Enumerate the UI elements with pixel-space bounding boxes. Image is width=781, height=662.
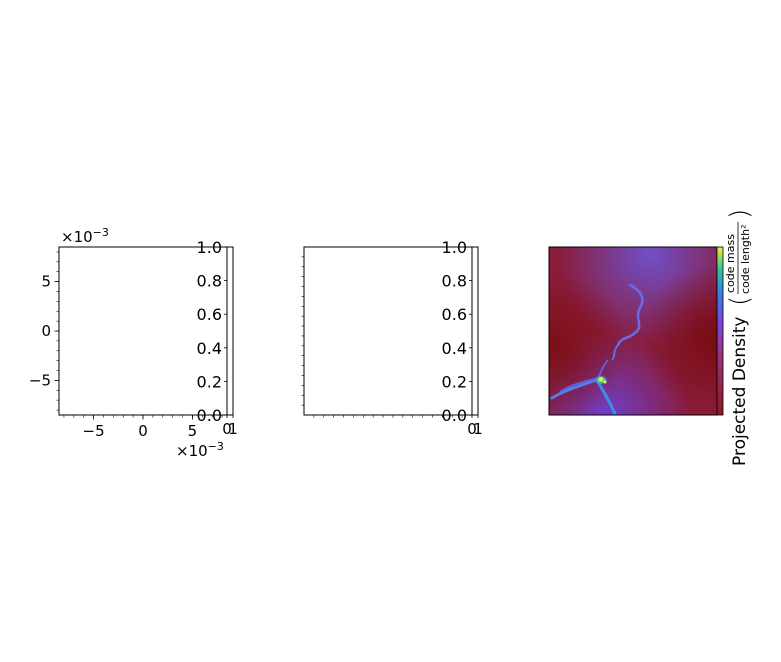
colorbar-tick-label: 0.6	[197, 305, 222, 324]
y-tick-label: 5	[41, 273, 51, 291]
middle-colorbar-ticks: 0.0 0.2 0.4 0.6 0.8 1.0 01	[442, 238, 483, 438]
svg-text:): )	[725, 209, 755, 219]
x-tick-label: −5	[83, 422, 105, 440]
left-colorbar-frame	[226, 246, 234, 416]
y-tick-label: 0	[41, 322, 51, 340]
left-x-ticks: −5 0 5	[63, 415, 223, 440]
middle-y-ticks	[301, 256, 304, 406]
right-panel: Projected Density ( code mass code lengt…	[548, 209, 755, 466]
x-tick-label: 5	[188, 422, 198, 440]
svg-text:(: (	[725, 296, 755, 306]
x-tick-label: 0	[138, 422, 148, 440]
colorbar-x-tick-label: 1	[228, 420, 238, 438]
svg-text:code length²: code length²	[739, 225, 752, 295]
density-image	[549, 247, 717, 415]
svg-text:code mass: code mass	[724, 234, 737, 293]
left-x-offset-label: ×10−3	[176, 440, 224, 460]
colorbar-tick-label: 0.0	[442, 406, 467, 425]
middle-colorbar-frame	[471, 246, 479, 416]
colorbar-x-tick-label: 1	[473, 420, 483, 438]
colorbar-tick-label: 0.4	[197, 339, 222, 358]
left-colorbar-ticks: 0.0 0.2 0.4 0.6 0.8 1.0 01	[197, 238, 238, 438]
colorbar-tick-label: 0.6	[442, 305, 467, 324]
middle-x-ticks	[313, 415, 463, 418]
colorbar-tick-label: 0.0	[197, 406, 222, 425]
colorbar-tick-label: 0.2	[442, 372, 467, 391]
middle-panel: 0.0 0.2 0.4 0.6 0.8 1.0 01	[301, 238, 483, 438]
colorbar-tick-label: 1.0	[197, 238, 222, 257]
colorbar-tick-label: 0.4	[442, 339, 467, 358]
colorbar-x-tick-label: 0	[467, 420, 477, 438]
density-colorbar-label: Projected Density ( code mass code lengt…	[724, 209, 755, 466]
y-tick-label: −5	[29, 371, 51, 389]
density-colorbar	[716, 246, 724, 416]
colorbar-tick-label: 0.2	[197, 372, 222, 391]
colorbar-x-tick-label: 0	[222, 420, 232, 438]
colorbar-tick-label: 1.0	[442, 238, 467, 257]
left-y-ticks: −5 0 5	[29, 251, 59, 411]
colorbar-tick-label: 0.8	[442, 272, 467, 291]
svg-text:Projected Density: Projected Density	[730, 317, 750, 466]
left-y-offset-label: ×10−3	[61, 226, 109, 246]
colorbar-tick-label: 0.8	[197, 272, 222, 291]
left-panel: −5 0 5 −5 0 5 ×10−3 ×10−3 0.0 0.2 0.4 0.6 0.8 1.0…	[29, 226, 238, 460]
